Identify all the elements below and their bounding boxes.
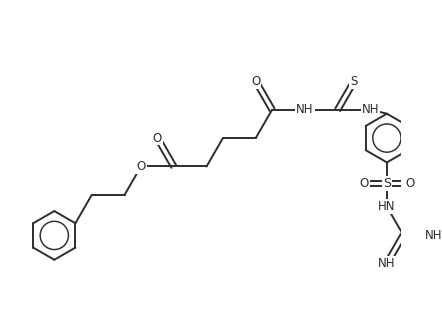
Text: NH: NH [362, 103, 379, 116]
Text: NH₂: NH₂ [425, 228, 442, 242]
Text: NH: NH [378, 257, 396, 270]
Text: O: O [136, 160, 145, 173]
Text: O: O [359, 177, 369, 190]
Text: O: O [153, 132, 162, 145]
Text: S: S [351, 75, 358, 88]
Text: HN: HN [378, 200, 396, 213]
Text: NH: NH [296, 103, 314, 116]
Text: O: O [405, 177, 415, 190]
Text: S: S [383, 177, 391, 190]
Text: O: O [251, 75, 260, 88]
